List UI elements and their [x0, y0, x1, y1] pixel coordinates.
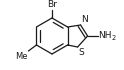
Text: Me: Me	[15, 52, 27, 61]
Text: S: S	[79, 48, 84, 57]
Text: NH: NH	[99, 32, 112, 41]
Text: 2: 2	[112, 35, 116, 41]
Text: Br: Br	[47, 0, 57, 9]
Text: N: N	[82, 15, 88, 24]
